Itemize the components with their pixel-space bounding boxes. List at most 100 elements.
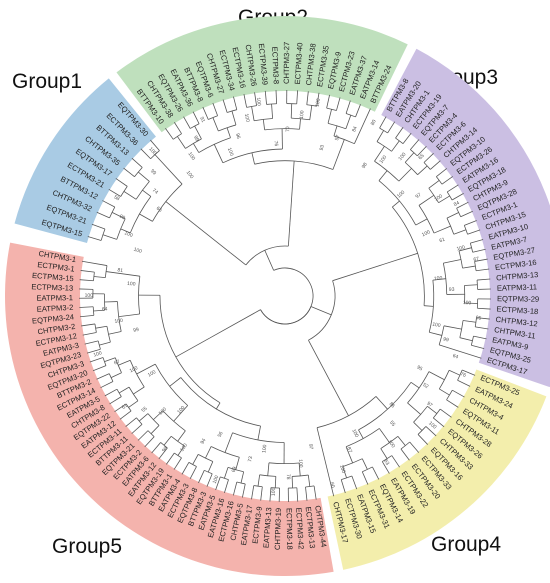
bootstrap-value: 100 — [114, 318, 123, 325]
branch — [418, 194, 435, 206]
bootstrap-value: 55 — [141, 406, 149, 414]
branch — [269, 487, 272, 502]
branch — [309, 105, 313, 120]
branch-arc — [159, 295, 221, 404]
branch — [175, 337, 211, 358]
bootstrap-labels: 100 100 99 58 66 74 99 100 100 100 99 91 100 96 100 100… — [85, 97, 482, 496]
branch-arc — [407, 371, 430, 404]
branch — [86, 348, 101, 354]
branch — [327, 109, 332, 124]
branch — [142, 189, 152, 197]
branch — [290, 103, 293, 119]
branch — [351, 475, 358, 490]
bootstrap-value: 70 — [285, 126, 291, 132]
branch — [198, 470, 205, 484]
branch — [464, 220, 477, 226]
branch — [439, 408, 452, 418]
branch — [428, 371, 445, 381]
branch — [100, 381, 114, 389]
branch — [355, 104, 361, 118]
branch — [137, 430, 149, 441]
bootstrap-value: 95 — [416, 365, 424, 373]
branch — [453, 229, 467, 235]
bootstrap-value: 100 — [85, 293, 94, 299]
bootstrap-value: 100 — [338, 464, 346, 474]
branch — [163, 436, 172, 446]
branch — [173, 122, 182, 134]
branch-arc — [100, 228, 106, 241]
branch-arc — [380, 436, 399, 449]
branch — [131, 424, 143, 434]
branch — [345, 100, 351, 114]
leaf-label: ECTPM3-18 — [285, 508, 295, 550]
branch — [165, 128, 174, 140]
branch — [423, 153, 434, 163]
bootstrap-value: 100 — [434, 275, 443, 282]
bootstrap-value: 91 — [198, 116, 206, 124]
bootstrap-value: 66 — [155, 206, 163, 214]
branch — [229, 252, 247, 266]
branch — [140, 148, 151, 160]
branch — [381, 461, 390, 474]
branch — [438, 195, 450, 204]
branch-arc — [116, 388, 122, 397]
branch — [120, 228, 131, 234]
branch — [165, 201, 231, 253]
branch — [359, 252, 418, 273]
branch — [410, 381, 420, 389]
branch — [287, 222, 291, 247]
leaf-label: ECTPM3-13 — [304, 506, 317, 549]
bootstrap-value: 100 — [434, 193, 444, 203]
branch — [452, 389, 465, 398]
branch-arc — [446, 217, 455, 235]
branch — [305, 486, 308, 501]
branch — [460, 210, 473, 218]
branch — [432, 278, 446, 281]
branch — [260, 486, 263, 501]
leaf-label: ECTPM3-8 — [270, 46, 281, 84]
bootstrap-value: 55 — [388, 420, 396, 428]
branch — [332, 271, 360, 282]
branch — [446, 212, 459, 219]
branch — [177, 430, 186, 442]
branch — [296, 90, 298, 104]
leaf-label: CHTPM3-27 — [282, 42, 291, 84]
branch — [123, 167, 135, 178]
branch — [224, 432, 233, 453]
branch — [206, 473, 213, 487]
branch — [428, 180, 440, 189]
bootstrap-value: 100 — [315, 98, 322, 107]
branch — [425, 426, 437, 437]
branch — [133, 386, 145, 395]
branch — [102, 234, 117, 240]
branch-arc — [236, 481, 246, 485]
branch-arc — [94, 323, 97, 333]
branch — [241, 483, 246, 498]
branch — [464, 284, 478, 286]
branch — [308, 339, 324, 369]
branch — [459, 337, 473, 342]
bootstrap-value: 97 — [425, 401, 433, 409]
branch — [374, 146, 385, 162]
bootstrap-value: 95 — [475, 315, 481, 322]
bootstrap-value: 69 — [231, 466, 238, 473]
bootstrap-value: 63 — [382, 458, 390, 466]
branch — [441, 176, 454, 185]
group-label-4: Group4 — [431, 533, 502, 556]
branch — [139, 213, 153, 222]
branch — [451, 193, 464, 201]
branch — [457, 379, 471, 387]
branch — [226, 127, 231, 138]
branch — [232, 481, 238, 496]
branch — [471, 344, 485, 350]
branch — [82, 332, 97, 336]
leaf-label: ECTPM3-39 — [257, 43, 270, 85]
branch — [326, 94, 330, 109]
branch — [477, 307, 491, 310]
branch — [102, 200, 115, 208]
bootstrap-value: 100 — [212, 474, 221, 484]
branch — [212, 117, 219, 132]
branch — [173, 405, 188, 422]
branch — [458, 247, 472, 252]
leaf-label: EATPM3-13 — [262, 507, 274, 548]
